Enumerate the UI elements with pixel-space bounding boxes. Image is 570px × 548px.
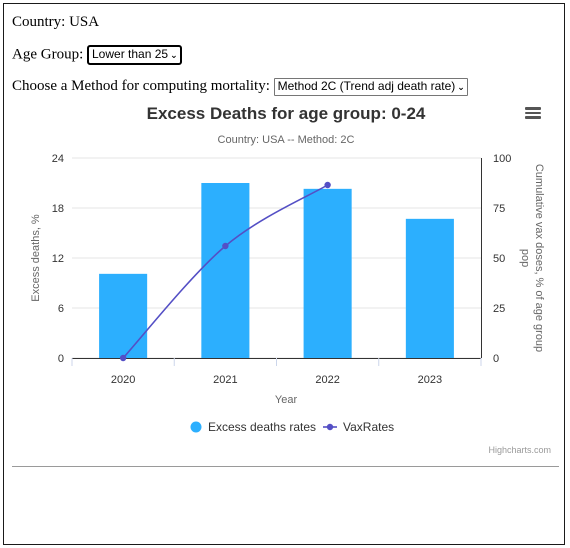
y2-tick-label: 75 [493, 203, 505, 215]
y2-tick-label: 0 [493, 353, 499, 365]
country-label: Country: USA [12, 14, 100, 30]
legend-bar-symbol [190, 421, 202, 433]
age-group-label: Age Group: [12, 46, 84, 63]
page-frame: Country: USA Age Group: Lower than 25 ⌄ C… [3, 3, 565, 545]
x-tick-label: 2022 [315, 374, 339, 386]
divider [12, 466, 559, 467]
chevron-down-icon: ⌄ [457, 81, 465, 92]
y-tick-label: 18 [52, 203, 64, 215]
vax-rates-point[interactable] [119, 354, 127, 362]
chart-title: Excess Deaths for age group: 0-24 [147, 104, 426, 123]
y-tick-label: 12 [52, 253, 64, 265]
x-tick-label: 2021 [213, 374, 237, 386]
x-axis-title: Year [275, 394, 298, 406]
vax-rates-point[interactable] [324, 181, 331, 189]
y-axis-title: Excess deaths, % [30, 214, 42, 302]
chart-menu-button[interactable] [524, 105, 544, 125]
highcharts-credits[interactable]: Highcharts.com [488, 445, 551, 455]
chart-subtitle: Country: USA -- Method: 2C [218, 134, 355, 146]
hamburger-menu-icon [524, 107, 544, 119]
chart-svg: Excess Deaths for age group: 0-24 Country… [30, 104, 551, 455]
bar-excess-deaths[interactable] [201, 183, 250, 358]
legend-excess-deaths-rates[interactable]: Excess deaths rates [208, 420, 316, 434]
method-select-value: Method 2C (Trend adj death rate) [277, 78, 456, 93]
age-group-row: Age Group: Lower than 25 ⌄ [12, 45, 182, 65]
age-group-select-value: Lower than 25 [92, 47, 169, 61]
x-tick-label: 2020 [111, 374, 135, 386]
age-group-select[interactable]: Lower than 25 ⌄ [87, 45, 182, 65]
bar-excess-deaths[interactable] [405, 218, 454, 358]
chevron-down-icon: ⌄ [170, 50, 178, 60]
bar-excess-deaths[interactable] [303, 188, 352, 358]
y2-tick-label: 50 [493, 253, 505, 265]
excess-deaths-chart: Excess Deaths for age group: 0-24 Country… [12, 97, 560, 459]
y2-axis-title: Cumulative vax doses, % of age grouppop [519, 164, 545, 352]
y2-tick-label: 100 [493, 153, 511, 165]
x-tick-label: 2023 [418, 374, 442, 386]
method-select[interactable]: Method 2C (Trend adj death rate) ⌄ [273, 77, 468, 96]
legend-line-marker [326, 423, 334, 431]
y-tick-label: 0 [58, 353, 64, 365]
method-row: Choose a Method for computing mortality:… [12, 77, 468, 96]
method-label: Choose a Method for computing mortality: [12, 78, 270, 94]
bar-excess-deaths[interactable] [99, 273, 148, 358]
y-tick-label: 6 [58, 303, 64, 315]
y-tick-label: 24 [52, 153, 64, 165]
legend-vaxrates[interactable]: VaxRates [343, 420, 394, 434]
y2-tick-label: 25 [493, 303, 505, 315]
vax-rates-point[interactable] [222, 242, 229, 250]
